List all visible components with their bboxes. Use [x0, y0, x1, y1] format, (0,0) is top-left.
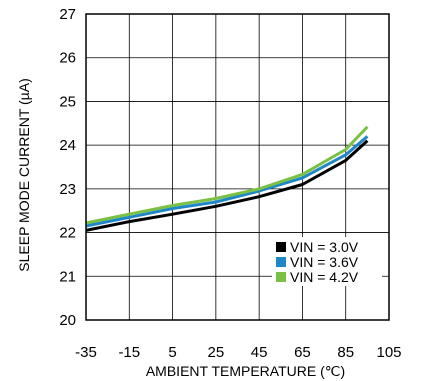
x-tick-label: 25	[208, 344, 225, 361]
legend-box	[272, 237, 382, 286]
y-tick-label: 22	[59, 225, 76, 242]
x-tick-labels: -35 -15 5 25 45 65 85 105	[75, 344, 401, 361]
x-tick-label: 45	[251, 344, 268, 361]
y-axis-label: SLEEP MODE CURRENT (µA)	[16, 78, 32, 271]
series-lines	[85, 125, 369, 232]
legend-label: VIN = 3.0V	[290, 239, 359, 255]
y-tick-label: 26	[59, 50, 76, 67]
legend-swatch	[276, 257, 286, 267]
y-tick-label: 27	[59, 6, 76, 23]
y-tick-label: 20	[59, 312, 76, 329]
x-tick-label: 85	[337, 344, 354, 361]
x-tick-label: -15	[118, 344, 140, 361]
plot-border	[85, 13, 390, 321]
x-tick-label: -35	[75, 344, 97, 361]
y-tick-label: 24	[59, 137, 76, 154]
grid	[86, 14, 389, 320]
legend-label: VIN = 4.2V	[290, 269, 359, 285]
y-tick-label: 23	[59, 181, 76, 198]
y-tick-label: 21	[59, 268, 76, 285]
series-line-1	[85, 139, 369, 232]
y-tick-labels: 20 21 22 23 24 25 26 27	[59, 6, 76, 329]
x-tick-label: 5	[168, 344, 176, 361]
legend-label: VIN = 3.6V	[290, 254, 359, 270]
x-tick-label: 105	[376, 344, 401, 361]
legend-swatch	[276, 242, 286, 252]
x-tick-label: 65	[294, 344, 311, 361]
series-line-2	[85, 135, 369, 228]
x-axis-label: AMBIENT TEMPERATURE (℃)	[146, 363, 345, 379]
legend-swatch	[276, 272, 286, 282]
series-line-3	[85, 125, 369, 225]
y-tick-label: 25	[59, 93, 76, 110]
